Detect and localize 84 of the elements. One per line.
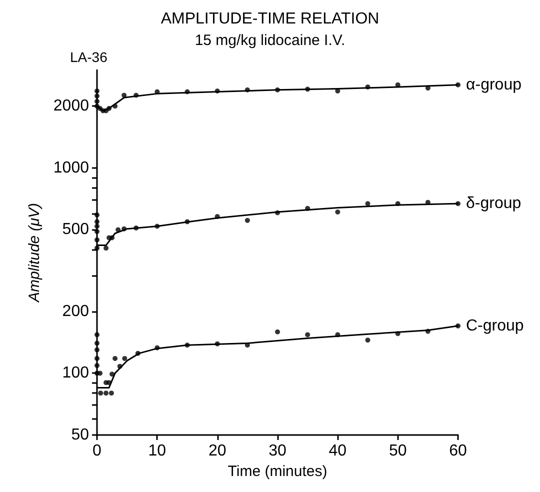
point — [395, 331, 400, 336]
x-tick-label: 60 — [449, 442, 467, 460]
point — [456, 201, 460, 206]
point — [94, 98, 100, 104]
point — [106, 235, 112, 240]
point — [305, 206, 310, 211]
point — [275, 87, 280, 92]
point — [116, 227, 121, 232]
point — [94, 212, 100, 218]
x-tick-label: 0 — [92, 442, 102, 460]
point — [122, 226, 127, 232]
text: LA-36 — [70, 49, 108, 65]
point — [244, 342, 250, 348]
point — [94, 347, 100, 352]
point — [365, 84, 370, 90]
point — [184, 342, 190, 348]
x-tick-label: 10 — [148, 442, 166, 460]
point — [94, 356, 100, 361]
point — [184, 89, 190, 94]
point — [214, 341, 220, 346]
point — [154, 345, 160, 350]
point — [106, 380, 112, 386]
x-tick-label: 50 — [388, 442, 407, 460]
point — [94, 219, 100, 224]
x-axis-title: Time (minutes) — [228, 462, 328, 480]
point — [94, 224, 100, 229]
chart-subtitle: 15 mg/kg lidocaine I.V. — [194, 32, 346, 49]
x-tick-label: 30 — [268, 442, 286, 460]
x-tick-label: 40 — [328, 442, 347, 460]
point — [94, 340, 100, 346]
point — [275, 329, 280, 334]
point — [214, 214, 220, 219]
x-tick-label: 20 — [208, 442, 226, 460]
point — [104, 390, 109, 396]
point — [94, 363, 100, 368]
point — [305, 86, 310, 92]
point — [104, 246, 109, 251]
point — [395, 201, 400, 206]
point — [94, 246, 100, 251]
point — [335, 332, 340, 338]
point — [94, 88, 100, 94]
point — [122, 356, 128, 361]
point — [94, 332, 100, 338]
point — [335, 210, 340, 214]
y-tick-label: 200 — [62, 302, 90, 320]
y-axis-title: Amplitude (μV) — [26, 202, 43, 304]
series-label: δ-group — [466, 195, 522, 212]
point — [214, 88, 220, 94]
point — [425, 328, 430, 334]
point — [244, 87, 250, 92]
point — [154, 89, 160, 94]
point — [134, 225, 139, 230]
y-tick-label: 500 — [62, 221, 90, 238]
point — [335, 88, 340, 94]
chart-title: AMPLITUDE-TIME RELATION — [160, 10, 380, 28]
point — [112, 104, 118, 109]
point — [98, 370, 103, 376]
point — [184, 219, 190, 224]
point — [365, 338, 370, 343]
point — [117, 364, 122, 369]
point — [134, 92, 139, 98]
point — [365, 201, 370, 206]
point — [275, 210, 280, 216]
point — [112, 356, 118, 361]
point — [456, 82, 460, 88]
point — [94, 229, 100, 234]
y-tick-label: 100 — [62, 364, 90, 382]
point — [106, 106, 112, 111]
series-label: C-group — [466, 317, 524, 334]
point — [98, 390, 104, 396]
point — [244, 218, 250, 223]
point — [135, 350, 140, 356]
y-tick-label: 50 — [71, 426, 90, 444]
point — [94, 94, 100, 99]
point — [110, 372, 115, 377]
point — [94, 237, 100, 242]
point — [122, 92, 127, 98]
series-label: α-group — [466, 76, 522, 94]
point — [456, 323, 460, 328]
point — [305, 332, 310, 338]
y-tick-label: 1000 — [53, 159, 90, 176]
point — [108, 390, 114, 396]
point — [154, 224, 160, 229]
y-tick-label: 2000 — [53, 98, 90, 115]
